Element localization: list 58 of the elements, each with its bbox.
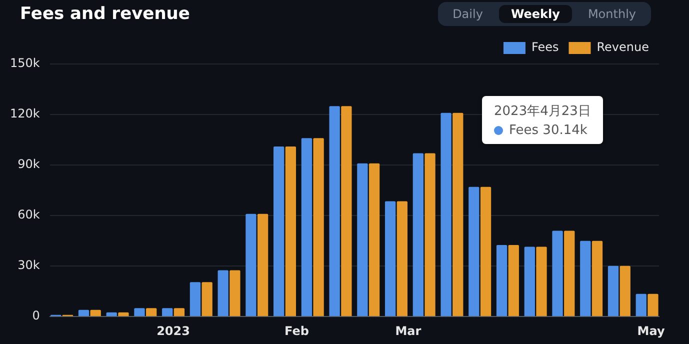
bar bbox=[524, 246, 535, 316]
bar bbox=[552, 230, 563, 316]
bar bbox=[313, 138, 324, 316]
bar bbox=[230, 270, 240, 316]
bar bbox=[496, 245, 508, 316]
annotation: Fees 30.14k bbox=[509, 123, 588, 138]
bar bbox=[134, 308, 145, 316]
x-tick-label: May bbox=[637, 324, 665, 338]
bar bbox=[246, 214, 256, 316]
bar bbox=[329, 106, 340, 316]
bar bbox=[162, 308, 173, 316]
bar bbox=[274, 146, 284, 316]
bar bbox=[118, 312, 129, 316]
x-tick-label: Feb bbox=[284, 324, 310, 338]
bar bbox=[536, 246, 547, 316]
bar bbox=[592, 240, 603, 316]
bar bbox=[636, 294, 646, 316]
bar bbox=[608, 266, 619, 316]
y-tick-label: 30k bbox=[18, 258, 40, 272]
bar bbox=[341, 106, 352, 316]
bar bbox=[452, 112, 464, 316]
annotation: 2023年4月23日 bbox=[494, 103, 591, 120]
x-tick-label: 2023 bbox=[156, 324, 190, 338]
bar bbox=[78, 310, 90, 316]
bar bbox=[90, 310, 101, 316]
y-tick-label: 120k bbox=[10, 106, 40, 121]
y-tick-label: 60k bbox=[18, 208, 40, 222]
bar bbox=[357, 163, 368, 316]
bar bbox=[580, 240, 591, 316]
x-tick-label: Mar bbox=[395, 324, 422, 338]
chart-title: Fees and revenue bbox=[20, 4, 190, 24]
y-tick-label: 0 bbox=[32, 308, 40, 323]
bar bbox=[174, 308, 185, 316]
bar bbox=[564, 230, 575, 316]
bar bbox=[396, 201, 408, 316]
legend-label: Revenue bbox=[596, 40, 650, 54]
bar bbox=[146, 308, 157, 316]
legend-label: Fees bbox=[531, 40, 559, 54]
bar bbox=[384, 201, 396, 316]
bar bbox=[202, 282, 212, 316]
bar bbox=[508, 245, 519, 316]
bar bbox=[257, 214, 268, 316]
bar bbox=[468, 186, 480, 316]
bar bbox=[190, 282, 201, 316]
bar bbox=[648, 294, 658, 316]
bar bbox=[301, 138, 312, 316]
bar bbox=[106, 312, 117, 316]
bar bbox=[440, 112, 452, 316]
y-tick-label: 150k bbox=[10, 56, 40, 70]
bar bbox=[412, 153, 424, 316]
bar bbox=[424, 153, 436, 316]
bar bbox=[368, 163, 380, 316]
bar bbox=[285, 146, 296, 316]
y-tick-label: 90k bbox=[18, 157, 40, 172]
bar bbox=[480, 186, 492, 316]
bar bbox=[218, 270, 228, 316]
bar bbox=[620, 266, 630, 316]
view-toggle: Daily Weekly Monthly bbox=[438, 2, 651, 26]
